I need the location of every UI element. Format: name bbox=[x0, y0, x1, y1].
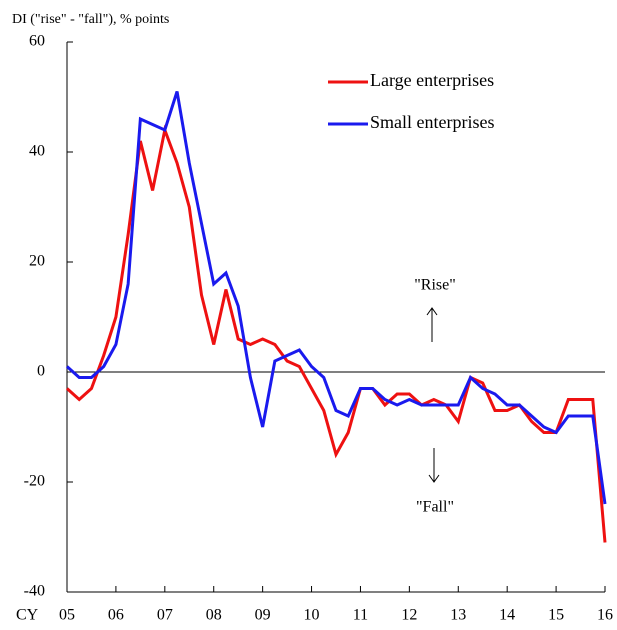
x-tick-label: 11 bbox=[353, 607, 368, 624]
y-axis-label: DI ("rise" - "fall"), % points bbox=[12, 12, 169, 27]
x-tick-label: 08 bbox=[206, 607, 222, 624]
y-tick-label: 60 bbox=[29, 33, 45, 50]
y-tick-label: 20 bbox=[29, 253, 45, 270]
x-tick-label: 12 bbox=[401, 607, 417, 624]
x-tick-label: 06 bbox=[108, 607, 124, 624]
y-tick-label: 0 bbox=[37, 363, 45, 380]
arrow-down bbox=[428, 448, 440, 483]
x-tick-label: 13 bbox=[450, 607, 466, 624]
x-tick-label: 10 bbox=[304, 607, 320, 624]
series-line bbox=[65, 91, 607, 505]
annotation: "Fall" bbox=[416, 499, 454, 516]
series-line bbox=[65, 124, 607, 543]
legend-label: Large enterprises bbox=[370, 70, 494, 90]
x-tick-label: 05 bbox=[59, 607, 75, 624]
x-axis-label: CY bbox=[16, 607, 39, 624]
y-tick-label: -40 bbox=[24, 583, 45, 600]
y-tick-label: -20 bbox=[24, 473, 45, 490]
x-tick-label: 15 bbox=[548, 607, 564, 624]
arrow-up bbox=[426, 307, 438, 342]
y-tick-label: 40 bbox=[29, 143, 45, 160]
x-tick-label: 07 bbox=[157, 607, 173, 624]
x-tick-label: 14 bbox=[499, 607, 515, 624]
x-tick-label: 16 bbox=[597, 607, 613, 624]
legend-label: Small enterprises bbox=[370, 112, 494, 132]
annotation: "Rise" bbox=[414, 277, 456, 294]
x-tick-label: 09 bbox=[255, 607, 271, 624]
